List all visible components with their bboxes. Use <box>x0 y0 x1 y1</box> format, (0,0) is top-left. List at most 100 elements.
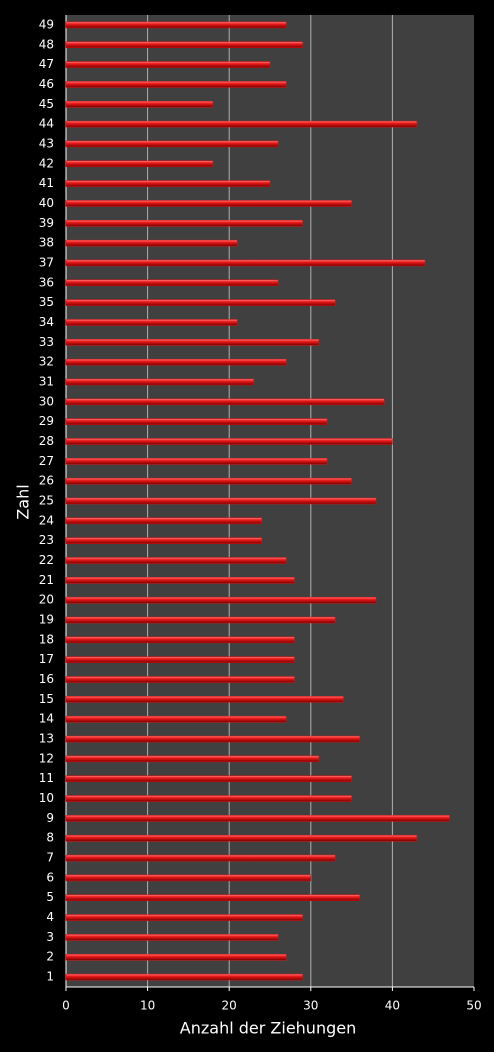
bar <box>65 358 287 366</box>
y-tick-label: 12 <box>39 751 54 765</box>
y-tick-label: 37 <box>39 255 54 269</box>
y-axis-title: Zahl <box>14 484 33 519</box>
x-axis-title: Anzahl der Ziehungen <box>180 1019 356 1038</box>
x-tick-label: 10 <box>140 999 155 1013</box>
y-tick-label: 38 <box>39 236 54 250</box>
y-tick-label: 30 <box>39 394 54 408</box>
bar <box>65 953 287 961</box>
y-tick-label: 26 <box>39 474 54 488</box>
bar <box>65 894 361 901</box>
y-tick-label: 21 <box>39 573 54 587</box>
y-tick-label: 16 <box>39 672 54 686</box>
bar <box>65 914 303 921</box>
y-tick-label: 39 <box>39 216 54 230</box>
y-tick-label: 25 <box>39 494 54 508</box>
bar <box>65 973 303 981</box>
y-tick-label: 13 <box>39 732 54 746</box>
y-tick-label: 44 <box>39 117 54 131</box>
bar <box>65 497 377 505</box>
bar <box>65 715 287 723</box>
y-tick-label: 10 <box>39 791 54 805</box>
y-tick-label: 22 <box>39 553 54 567</box>
bar <box>65 834 418 842</box>
x-tick-label: 50 <box>466 999 481 1013</box>
bar <box>65 120 418 128</box>
bar <box>65 61 271 68</box>
y-tick-label: 43 <box>39 136 54 150</box>
x-tick-label: 40 <box>385 999 400 1013</box>
bar <box>65 41 303 49</box>
y-tick-label: 31 <box>39 374 54 388</box>
y-tick-label: 17 <box>39 652 54 666</box>
y-tick-label: 1 <box>46 970 54 984</box>
x-tick-label: 30 <box>303 999 318 1013</box>
bar <box>65 239 238 247</box>
bar <box>65 735 361 743</box>
bar <box>65 874 312 882</box>
y-tick-label: 41 <box>39 176 54 190</box>
bar <box>65 815 450 822</box>
bar <box>65 517 263 525</box>
y-tick-label: 27 <box>39 454 54 468</box>
y-tick-label: 20 <box>39 593 54 607</box>
y-tick-label: 8 <box>46 831 54 845</box>
bar <box>65 160 214 168</box>
bar <box>65 537 263 544</box>
bar <box>65 438 393 445</box>
y-tick-label: 7 <box>46 851 54 865</box>
bar <box>65 795 352 802</box>
bar <box>65 259 426 267</box>
y-tick-label: 47 <box>39 57 54 71</box>
bar <box>65 854 336 862</box>
bar <box>65 180 271 187</box>
y-tick-label: 29 <box>39 414 54 428</box>
y-tick-label: 14 <box>39 712 54 726</box>
bar <box>65 279 279 287</box>
bar <box>65 934 279 941</box>
bar <box>65 636 295 644</box>
bar <box>65 339 320 346</box>
bar <box>65 418 328 425</box>
bar <box>65 676 295 683</box>
y-tick-label: 32 <box>39 355 54 369</box>
y-tick-label: 36 <box>39 275 54 289</box>
bar <box>65 398 385 406</box>
y-tick-label: 33 <box>39 335 54 349</box>
bar <box>65 378 254 386</box>
y-tick-label: 11 <box>39 771 54 785</box>
bar <box>65 557 287 564</box>
bar <box>65 319 238 326</box>
y-tick-label: 18 <box>39 632 54 646</box>
bar <box>65 101 214 108</box>
bar <box>65 477 352 485</box>
y-tick-label: 34 <box>39 315 54 329</box>
y-tick-label: 19 <box>39 613 54 627</box>
bar <box>65 656 295 663</box>
y-tick-label: 2 <box>46 950 54 964</box>
bar <box>65 775 352 782</box>
y-tick-label: 15 <box>39 692 54 706</box>
y-tick-label: 35 <box>39 295 54 309</box>
y-tick-label: 9 <box>46 811 54 825</box>
y-tick-label: 28 <box>39 434 54 448</box>
bar <box>65 458 328 465</box>
bar <box>65 616 336 624</box>
bar <box>65 220 303 227</box>
y-tick-label: 48 <box>39 37 54 51</box>
y-tick-label: 46 <box>39 77 54 91</box>
bar <box>65 299 336 306</box>
bar <box>65 200 352 207</box>
y-tick-label: 3 <box>46 930 54 944</box>
bar <box>65 577 295 584</box>
y-tick-label: 42 <box>39 156 54 170</box>
bar <box>65 696 344 703</box>
y-tick-label: 4 <box>46 910 54 924</box>
y-tick-label: 49 <box>39 17 54 31</box>
y-tick-label: 23 <box>39 533 54 547</box>
bar <box>65 755 320 763</box>
bar <box>65 596 377 604</box>
bar <box>65 21 287 29</box>
y-tick-label: 45 <box>39 97 54 111</box>
y-tick-label: 24 <box>39 513 54 527</box>
